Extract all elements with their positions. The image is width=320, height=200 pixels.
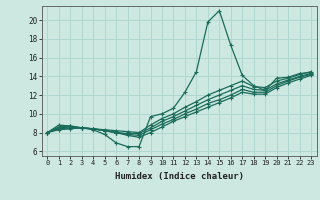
X-axis label: Humidex (Indice chaleur): Humidex (Indice chaleur) [115,172,244,181]
